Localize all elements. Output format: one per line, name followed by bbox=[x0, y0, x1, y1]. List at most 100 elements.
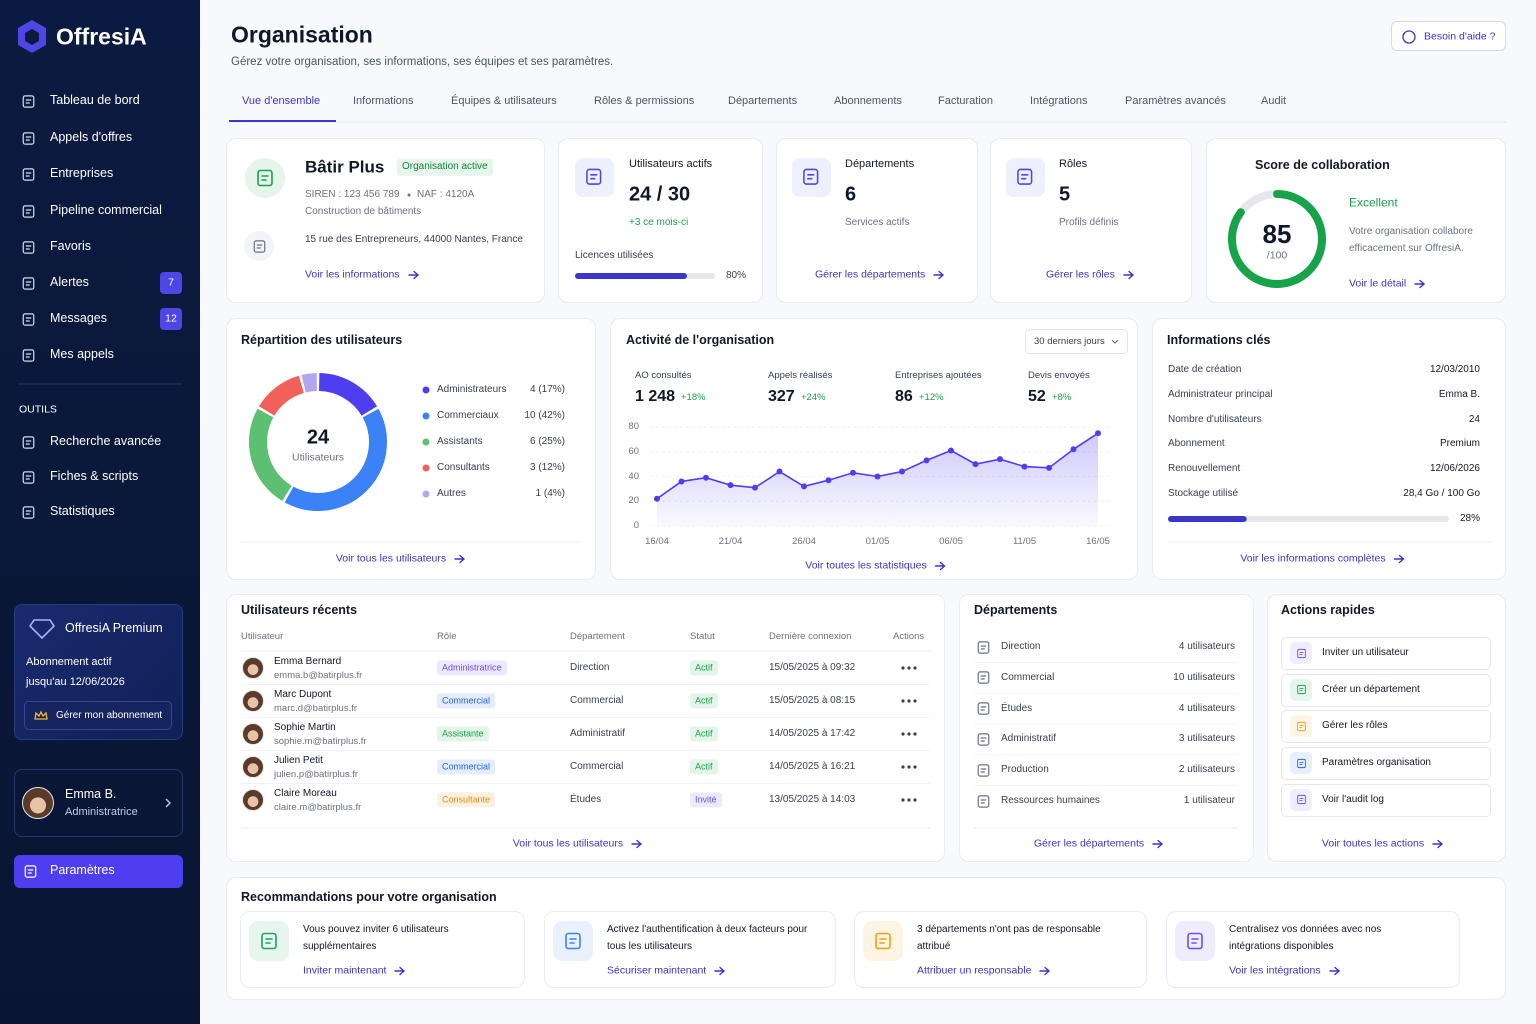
help-label: Besoin d'aide ? bbox=[1424, 30, 1496, 43]
tab[interactable]: Facturation bbox=[938, 95, 994, 108]
period-select[interactable] bbox=[1025, 329, 1128, 354]
link[interactable]: Gérer les départements bbox=[1033, 837, 1145, 850]
user-role: Administratrice bbox=[65, 806, 138, 819]
link[interactable]: Voir le détail bbox=[1349, 277, 1407, 290]
key-info-card bbox=[1152, 318, 1506, 580]
glyph bbox=[22, 94, 34, 108]
nav-item[interactable]: Mes appels bbox=[50, 347, 114, 362]
column-header: Dernière connexion bbox=[769, 631, 852, 643]
glyph-shape bbox=[807, 174, 815, 180]
action-button[interactable] bbox=[1281, 747, 1491, 781]
nav-item[interactable]: Recherche avancée bbox=[50, 434, 162, 449]
nav-item[interactable]: Tableau de bord bbox=[50, 93, 140, 108]
info-value: Premium bbox=[1439, 438, 1480, 450]
tab[interactable]: Intégrations bbox=[1030, 95, 1088, 108]
user-email: sophie.m@batirplus.fr bbox=[274, 736, 367, 748]
tab[interactable]: Vue d'ensemble bbox=[242, 95, 321, 108]
nav-item[interactable]: Pipeline commercial bbox=[50, 203, 162, 218]
glyph bbox=[22, 131, 34, 145]
section-heading: OUTILS bbox=[19, 403, 57, 416]
tab[interactable]: Audit bbox=[1261, 95, 1287, 108]
settings-label: Paramètres bbox=[50, 863, 115, 878]
glyph bbox=[22, 505, 34, 519]
nav-item[interactable]: Alertes bbox=[50, 275, 89, 290]
link[interactable]: Attribuer un responsable bbox=[917, 964, 1032, 977]
settings-button[interactable] bbox=[14, 855, 183, 888]
link[interactable]: Voir tous les utilisateurs bbox=[335, 552, 447, 565]
department-name: Études bbox=[1001, 702, 1033, 714]
card-title: Recommandations pour votre organisation bbox=[241, 890, 497, 905]
department-icon bbox=[976, 763, 991, 778]
score-title: Score de collaboration bbox=[1255, 158, 1390, 173]
avatar bbox=[242, 657, 264, 679]
glyph bbox=[22, 348, 34, 362]
action-button[interactable] bbox=[1281, 710, 1491, 744]
nav-item[interactable]: Entreprises bbox=[50, 166, 114, 181]
link[interactable]: Inviter maintenant bbox=[303, 964, 387, 977]
kpi-delta: +8% bbox=[1052, 392, 1072, 404]
department-count: 2 utilisateurs bbox=[1178, 763, 1235, 775]
page-title: Organisation bbox=[231, 21, 373, 48]
info-label: Stockage utilisé bbox=[1168, 487, 1239, 499]
glyph bbox=[977, 640, 989, 654]
nav-icon bbox=[21, 276, 36, 291]
tab[interactable]: Abonnements bbox=[834, 95, 902, 108]
nav-item[interactable]: Fiches & scripts bbox=[50, 469, 139, 484]
link[interactable]: Voir toutes les statistiques bbox=[805, 559, 927, 572]
link[interactable]: Gérer les rôles bbox=[1046, 268, 1115, 281]
legend-value: 4 (17%) bbox=[529, 383, 565, 395]
glyph-shape bbox=[1298, 798, 1304, 802]
action-button[interactable] bbox=[1281, 673, 1491, 707]
link[interactable]: Voir les intégrations bbox=[1229, 964, 1321, 977]
link[interactable]: Voir tous les utilisateurs bbox=[512, 837, 624, 850]
glyph-shape bbox=[803, 168, 819, 186]
nav-item[interactable]: Appels d'offres bbox=[50, 130, 133, 145]
glyph-shape bbox=[977, 702, 989, 715]
link[interactable]: Voir les informations bbox=[305, 268, 400, 281]
glyph-shape bbox=[879, 938, 887, 944]
kpi-value: 52 bbox=[1028, 388, 1046, 405]
glyph bbox=[22, 204, 34, 218]
stat-value: 5 bbox=[1059, 183, 1071, 206]
action-button[interactable] bbox=[1281, 783, 1491, 817]
tab[interactable]: Départements bbox=[728, 95, 798, 108]
action-icon bbox=[1290, 788, 1312, 811]
premium-button-label[interactable]: Gérer mon abonnement bbox=[56, 709, 163, 721]
tab[interactable]: Paramètres avancés bbox=[1125, 95, 1226, 108]
action-label: Gérer les rôles bbox=[1322, 720, 1388, 732]
glyph-shape bbox=[22, 240, 34, 254]
status-badge: Actif bbox=[690, 726, 718, 742]
glyph bbox=[565, 932, 581, 950]
department: Commercial bbox=[570, 760, 624, 772]
x-tick-label: 16/04 bbox=[645, 536, 669, 548]
nav-icon bbox=[21, 470, 36, 485]
nav-item[interactable]: Statistiques bbox=[50, 504, 115, 519]
department-count: 3 utilisateurs bbox=[1178, 733, 1235, 745]
link[interactable]: Gérer les départements bbox=[815, 268, 926, 281]
glyph-shape bbox=[980, 737, 986, 742]
action-button[interactable] bbox=[1281, 637, 1491, 670]
column-header: Département bbox=[570, 631, 625, 643]
department-name: Administratif bbox=[1001, 733, 1057, 745]
nav-badge bbox=[160, 308, 182, 330]
glyph-shape bbox=[977, 640, 989, 654]
tab[interactable]: Équipes & utilisateurs bbox=[451, 95, 557, 108]
glyph-shape bbox=[253, 239, 265, 253]
glyph-shape bbox=[1296, 685, 1306, 695]
recommendation-icon bbox=[863, 921, 903, 961]
brand: OffresiA bbox=[56, 23, 147, 50]
link[interactable]: Sécuriser maintenant bbox=[607, 964, 707, 977]
nav-item[interactable]: Favoris bbox=[50, 239, 91, 254]
kpi-value: 86 bbox=[895, 388, 913, 405]
tab[interactable]: Informations bbox=[353, 95, 414, 108]
card-title: Départements bbox=[974, 603, 1058, 618]
tab[interactable]: Rôles & permissions bbox=[594, 95, 695, 108]
link[interactable]: Voir toutes les actions bbox=[1321, 837, 1425, 850]
link[interactable]: Voir les informations complètes bbox=[1240, 552, 1386, 565]
distribution-card bbox=[226, 318, 596, 580]
glyph-shape bbox=[25, 98, 31, 104]
glyph bbox=[977, 733, 989, 746]
glyph-shape bbox=[977, 671, 989, 685]
nav-item[interactable]: Messages bbox=[50, 311, 107, 326]
user-email: marc.d@batirplus.fr bbox=[274, 703, 358, 715]
